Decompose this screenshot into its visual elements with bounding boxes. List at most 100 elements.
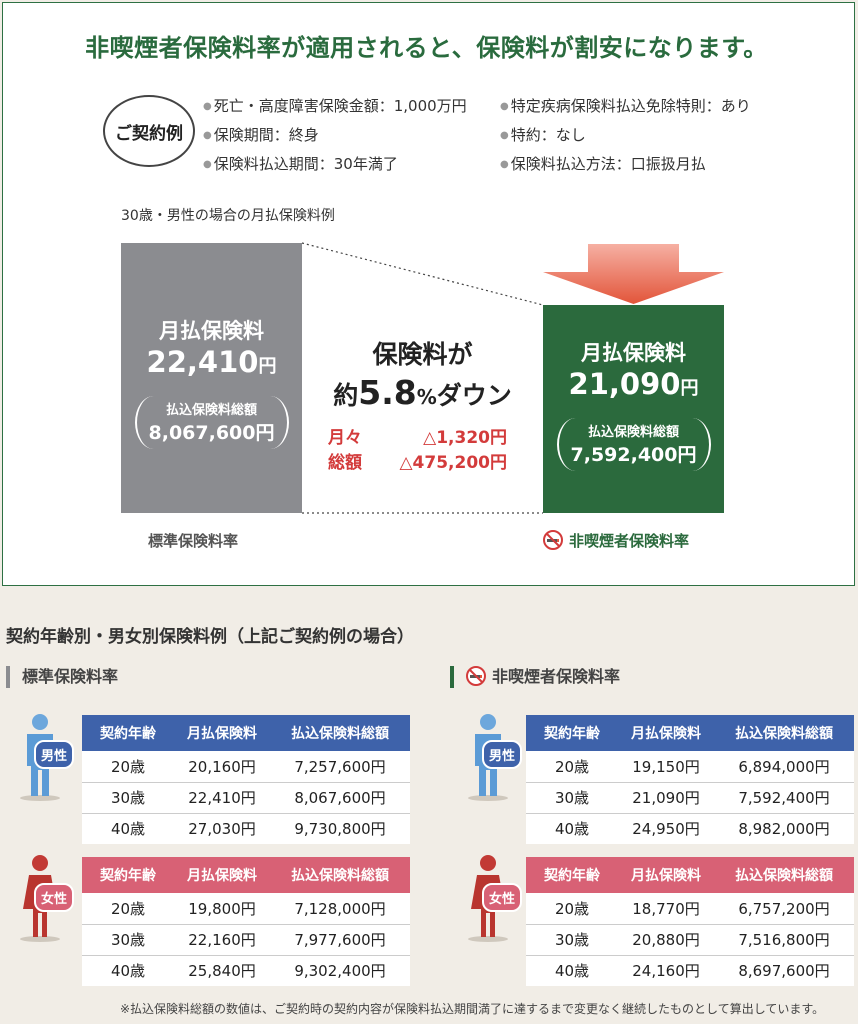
condition-item: 死亡・高度障害保険金額：1,000万円: [203, 92, 467, 121]
header-age: 契約年齢: [82, 857, 174, 893]
table-row: 40歳 24,160円 8,697,600円: [526, 955, 854, 986]
monthly-discount-label: 月々: [328, 428, 362, 448]
nonsmoker-rate-label: 非喫煙者保険料率: [543, 530, 689, 551]
table-cell: 21,090円: [618, 782, 714, 814]
male-badge: 男性: [34, 740, 75, 769]
monthly-discount-value: △1,320円: [423, 428, 507, 448]
table-cell: 8,982,000円: [738, 820, 830, 839]
table-cell: 27,030円: [188, 820, 256, 839]
male-badge: 男性: [482, 740, 523, 769]
table-cell: 9,302,400円: [294, 962, 386, 981]
table-cell: 22,410円: [174, 782, 270, 814]
table-row: 20歳 19,150円 6,894,000円: [526, 751, 854, 783]
header-monthly: 月払保険料: [618, 715, 714, 751]
table-cell: 7,128,000円: [270, 893, 410, 925]
contract-example-badge: ご契約例: [103, 95, 195, 167]
discount-line2: 約5.8%ダウン: [333, 373, 512, 412]
table-cell: 22,160円: [174, 924, 270, 956]
section-title: 契約年齢別・男女別保険料例（上記ご契約例の場合）: [6, 627, 414, 647]
table-cell: 30歳: [82, 924, 174, 956]
table-row: 20歳 19,800円 7,128,000円: [82, 893, 410, 925]
standard-rate-heading: 標準保険料率: [6, 666, 118, 688]
table-row: 40歳 27,030円 9,730,800円: [82, 813, 410, 844]
total-premium-box: 払込保険料総額 8,067,600円: [134, 396, 289, 449]
nonsmoker-female-table: 契約年齢 月払保険料 払込保険料総額 20歳 18,770円 6,757,200円 …: [526, 857, 854, 986]
discount-amounts: 月々 △1,320円 総額 △475,200円: [328, 426, 507, 476]
table-cell: 20歳: [82, 893, 174, 925]
condition-item: 保険料払込方法：口振扱月払: [500, 150, 751, 179]
bar-amount: 22,410円: [146, 345, 277, 379]
condition-item: 特約：なし: [500, 121, 751, 150]
table-cell: 7,257,600円: [270, 751, 410, 783]
total-premium-label: 払込保険料総額: [587, 425, 679, 440]
table-header-row: 契約年齢 月払保険料 払込保険料総額: [82, 715, 410, 751]
table-cell: 40歳: [110, 820, 146, 839]
table-header-row: 契約年齢 月払保険料 払込保険料総額: [526, 857, 854, 893]
standard-rate-label: 標準保険料率: [148, 532, 239, 550]
table-row: 40歳 24,950円 8,982,000円: [526, 813, 854, 844]
nonsmoker-rate-heading: 非喫煙者保険料率: [450, 666, 620, 688]
table-cell: 20歳: [526, 893, 618, 925]
table-row: 20歳 20,160円 7,257,600円: [82, 751, 410, 783]
discount-line1: 保険料が: [372, 340, 473, 369]
bar-title: 月払保険料: [159, 319, 264, 343]
table-cell: 7,977,600円: [270, 924, 410, 956]
header-age: 契約年齢: [526, 715, 618, 751]
total-premium-box: 払込保険料総額 7,592,400円: [556, 418, 711, 471]
table-cell: 6,894,000円: [714, 751, 854, 783]
table-cell: 20,160円: [174, 751, 270, 783]
header-total: 払込保険料総額: [270, 857, 410, 893]
total-discount-value: △475,200円: [399, 453, 507, 473]
table-cell: 30歳: [526, 782, 618, 814]
page-headline: 非喫煙者保険料率が適用されると、保険料が割安になります。: [85, 34, 768, 62]
header-total: 払込保険料総額: [714, 715, 854, 751]
total-premium-value: 8,067,600円: [148, 422, 275, 444]
header-total: 払込保険料総額: [714, 857, 854, 893]
table-cell: 24,950円: [632, 820, 700, 839]
discount-summary: 保険料が 約5.8%ダウン: [302, 335, 543, 412]
table-header-row: 契約年齢 月払保険料 払込保険料総額: [82, 857, 410, 893]
table-cell: 20歳: [526, 751, 618, 783]
condition-item: 特定疾病保険料払込免除特則：あり: [500, 92, 751, 121]
table-cell: 18,770円: [618, 893, 714, 925]
table-cell: 25,840円: [188, 962, 256, 981]
footnote: ※払込保険料総額の数値は、ご契約時の契約内容が保険料払込期間満了に達するまで変更…: [120, 1002, 825, 1016]
bar-amount: 21,090円: [568, 367, 699, 401]
table-row: 30歳 20,880円 7,516,800円: [526, 924, 854, 956]
female-badge: 女性: [34, 883, 75, 912]
female-badge: 女性: [482, 883, 523, 912]
no-smoking-icon: [543, 530, 563, 550]
header-total: 払込保険料総額: [270, 715, 410, 751]
header-monthly: 月払保険料: [174, 857, 270, 893]
table-row: 20歳 18,770円 6,757,200円: [526, 893, 854, 925]
arrow-down-icon: [543, 244, 724, 304]
table-cell: 20歳: [82, 751, 174, 783]
table-cell: 8,067,600円: [270, 782, 410, 814]
table-row: 30歳 21,090円 7,592,400円: [526, 782, 854, 814]
table-cell: 8,697,600円: [738, 962, 830, 981]
table-header-row: 契約年齢 月払保険料 払込保険料総額: [526, 715, 854, 751]
header-monthly: 月払保険料: [174, 715, 270, 751]
total-premium-value: 7,592,400円: [570, 444, 697, 466]
nonsmoker-male-table: 契約年齢 月払保険料 払込保険料総額 20歳 19,150円 6,894,000円 …: [526, 715, 854, 844]
table-cell: 7,516,800円: [714, 924, 854, 956]
table-row: 40歳 25,840円 9,302,400円: [82, 955, 410, 986]
table-cell: 40歳: [110, 962, 146, 981]
table-row: 30歳 22,160円 7,977,600円: [82, 924, 410, 956]
table-cell: 20,880円: [618, 924, 714, 956]
table-row: 30歳 22,410円 8,067,600円: [82, 782, 410, 814]
condition-item: 保険料払込期間：30年満了: [203, 150, 467, 179]
total-discount-label: 総額: [328, 453, 362, 473]
contract-conditions-left: 死亡・高度障害保険金額：1,000万円 保険期間：終身 保険料払込期間：30年満…: [203, 92, 467, 179]
header-age: 契約年齢: [82, 715, 174, 751]
standard-premium-bar: 月払保険料 22,410円 払込保険料総額 8,067,600円: [121, 243, 302, 513]
example-label: 30歳・男性の場合の月払保険料例: [121, 208, 335, 224]
nonsmoker-premium-bar: 月払保険料 21,090円 払込保険料総額 7,592,400円: [543, 305, 724, 513]
header-age: 契約年齢: [526, 857, 618, 893]
total-premium-label: 払込保険料総額: [165, 403, 257, 418]
table-cell: 40歳: [554, 820, 590, 839]
condition-item: 保険期間：終身: [203, 121, 467, 150]
table-cell: 30歳: [82, 782, 174, 814]
table-cell: 19,150円: [618, 751, 714, 783]
table-cell: 30歳: [526, 924, 618, 956]
